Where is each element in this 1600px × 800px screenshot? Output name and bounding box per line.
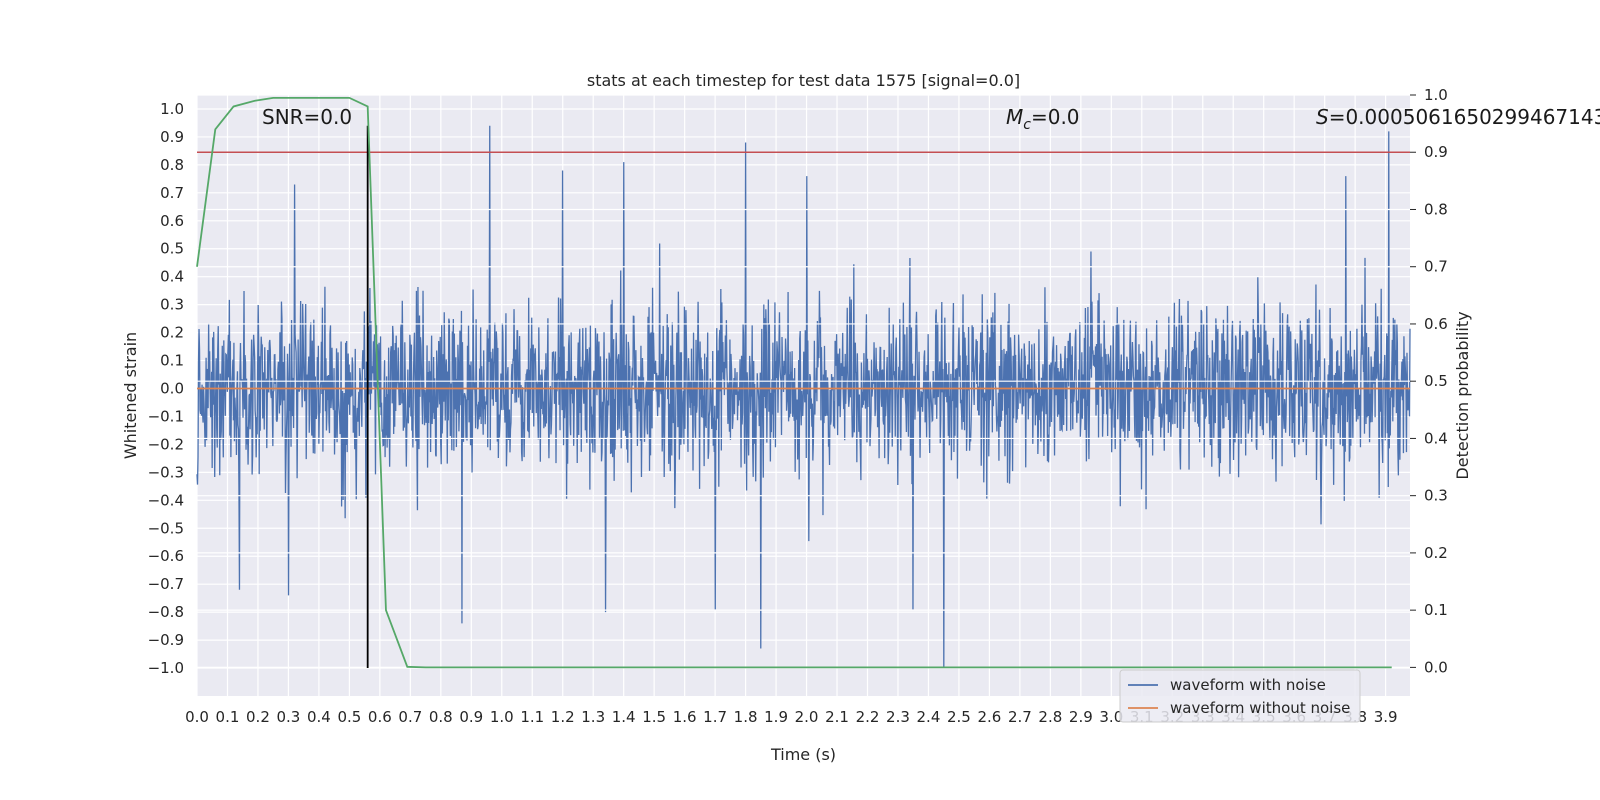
y-tick-label: −0.9 [148, 631, 184, 649]
x-tick-label: 1.0 [490, 708, 514, 726]
y-tick-label: −0.2 [148, 435, 184, 453]
x-tick-label: 2.2 [856, 708, 880, 726]
x-tick-label: 2.1 [825, 708, 849, 726]
y2-tick-label: 0.0 [1424, 658, 1448, 676]
x-tick-label: 0.2 [246, 708, 270, 726]
legend-label-waveform-with-noise: waveform with noise [1170, 676, 1326, 694]
x-tick-label: 1.8 [734, 708, 758, 726]
y-tick-label: 1.0 [160, 100, 184, 118]
y2-tick-label: 0.5 [1424, 372, 1448, 390]
y-tick-label: 0.3 [160, 296, 184, 314]
x-tick-label: 0.8 [429, 708, 453, 726]
legend: waveform with noise waveform without noi… [1119, 669, 1361, 723]
x-tick-label: 3.0 [1099, 708, 1123, 726]
annotation-s: S=0.0005061650299467143 [1316, 105, 1600, 129]
y2-tick-label: 0.2 [1424, 544, 1448, 562]
x-tick-label: 0.7 [398, 708, 422, 726]
annotation-s-symbol: S [1316, 105, 1329, 129]
waveform-with-noise-line [196, 125, 1411, 669]
y-tick-label: 0.8 [160, 156, 184, 174]
x-tick-label: 0.0 [185, 708, 209, 726]
y2-tick-label: 0.8 [1424, 200, 1448, 218]
annotation-mc-symbol: M [1006, 105, 1023, 129]
y-tick-label: −0.1 [148, 407, 184, 425]
legend-label-waveform-without-noise: waveform without noise [1170, 699, 1350, 717]
x-tick-label: 2.9 [1069, 708, 1093, 726]
x-tick-label: 2.4 [917, 708, 941, 726]
x-tick-label: 1.4 [612, 708, 636, 726]
x-tick-label: 1.7 [703, 708, 727, 726]
y-tick-label: 0.9 [160, 128, 184, 146]
y2-tick-label: 1.0 [1424, 86, 1448, 104]
annotation-snr: SNR=0.0 [262, 105, 352, 129]
annotation-mc-value: =0.0 [1031, 105, 1080, 129]
y-tick-label: 0.7 [160, 184, 184, 202]
x-tick-label: 1.6 [673, 708, 697, 726]
x-tick-label: 2.7 [1008, 708, 1032, 726]
x-tick-label: 2.3 [886, 708, 910, 726]
x-tick-label: 2.6 [977, 708, 1001, 726]
x-tick-label: 1.9 [764, 708, 788, 726]
detection-probability-line [196, 96, 1392, 669]
annotation-mc: Mc=0.0 [1006, 105, 1080, 133]
y2-tick-label: 0.3 [1424, 487, 1448, 505]
y-tick-label: −0.6 [148, 547, 184, 565]
y-tick-label: 0.6 [160, 212, 184, 230]
y-tick-label: −0.7 [148, 575, 184, 593]
annotation-mc-subscript: c [1023, 117, 1031, 133]
y-tick-label: −0.3 [148, 463, 184, 481]
y2-tick-label: 0.7 [1424, 258, 1448, 276]
x-tick-label: 1.3 [581, 708, 605, 726]
x-tick-label: 0.1 [216, 708, 240, 726]
y-tick-label: 0.2 [160, 324, 184, 342]
x-tick-label: 3.9 [1374, 708, 1398, 726]
y-tick-label: 0.4 [160, 268, 184, 286]
y2-axis-label: Detection probability [1453, 311, 1472, 479]
series-lines [196, 94, 1410, 669]
y2-tick-label: 0.4 [1424, 429, 1448, 447]
x-tick-label: 2.8 [1038, 708, 1062, 726]
x-tick-label: 2.5 [947, 708, 971, 726]
y-tick-label: −0.8 [148, 603, 184, 621]
y-tick-label: 0.5 [160, 240, 184, 258]
chart-title: stats at each timestep for test data 157… [587, 71, 1020, 90]
x-tick-label: 0.3 [277, 708, 301, 726]
x-tick-label: 0.5 [337, 708, 361, 726]
x-tick-label: 0.4 [307, 708, 331, 726]
legend-box [1119, 669, 1361, 723]
y-tick-label: −0.4 [148, 491, 184, 509]
x-tick-label: 1.1 [520, 708, 544, 726]
x-tick-label: 0.9 [459, 708, 483, 726]
y-tick-label: 0.1 [160, 352, 184, 370]
y2-tick-label: 0.6 [1424, 315, 1448, 333]
y-tick-label: −0.5 [148, 519, 184, 537]
y-tick-label: 0.0 [160, 380, 184, 398]
x-tick-label: 1.2 [551, 708, 575, 726]
y2-tick-label: 0.9 [1424, 143, 1448, 161]
x-tick-label: 2.0 [795, 708, 819, 726]
annotation-s-value: =0.0005061650299467143 [1329, 105, 1600, 129]
y-axis-label: Whitened strain [121, 332, 140, 459]
series-waveform-with-noise [196, 125, 1411, 669]
y2-tick-label: 0.1 [1424, 601, 1448, 619]
x-tick-label: 0.6 [368, 708, 392, 726]
y-tick-label: −1.0 [148, 659, 184, 677]
x-tick-label: 1.5 [642, 708, 666, 726]
x-axis-label: Time (s) [770, 745, 836, 764]
